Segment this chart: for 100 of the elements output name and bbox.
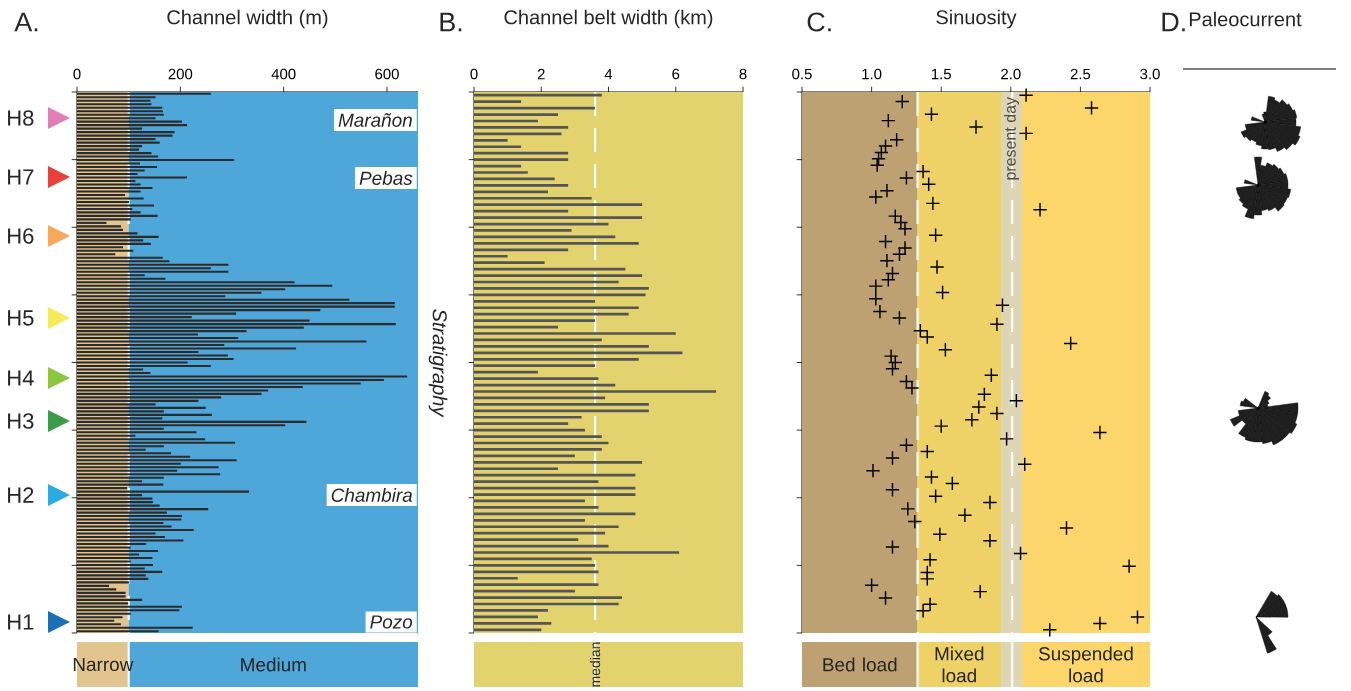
bar bbox=[77, 134, 173, 137]
bar bbox=[77, 501, 153, 504]
bar bbox=[474, 100, 522, 104]
text: H8 bbox=[8, 110, 34, 126]
bar bbox=[77, 340, 367, 343]
bar bbox=[474, 126, 569, 129]
bar bbox=[474, 621, 552, 625]
bar bbox=[77, 549, 159, 553]
bar bbox=[474, 113, 559, 116]
bar bbox=[474, 248, 569, 252]
x-tick-label: 2.0 bbox=[1001, 68, 1021, 80]
bar bbox=[77, 420, 307, 423]
bar bbox=[474, 254, 508, 258]
bar bbox=[474, 506, 599, 509]
bar bbox=[474, 216, 643, 219]
bar bbox=[474, 158, 569, 161]
x-tick-label: 0 bbox=[73, 68, 81, 80]
bar bbox=[474, 583, 599, 587]
bar bbox=[77, 106, 163, 109]
bar bbox=[474, 377, 599, 380]
x-tick-label: 1.0 bbox=[862, 68, 882, 80]
bar bbox=[77, 399, 199, 402]
x-tick-label: 8 bbox=[739, 68, 747, 80]
x-axis-title: Channel belt width (km) bbox=[504, 9, 713, 29]
bar bbox=[474, 319, 596, 322]
bar bbox=[474, 448, 602, 451]
chart-title: C. bbox=[807, 12, 831, 32]
bar bbox=[77, 518, 182, 521]
bar bbox=[77, 413, 212, 416]
bar bbox=[77, 103, 152, 106]
text: H5 bbox=[8, 310, 34, 326]
x-tick-label: 2.5 bbox=[1070, 68, 1091, 80]
bar bbox=[474, 203, 643, 207]
bar bbox=[474, 242, 639, 245]
bar bbox=[77, 323, 396, 326]
x-tick-label: 600 bbox=[375, 68, 399, 80]
bar bbox=[474, 460, 643, 464]
text: H6 bbox=[8, 228, 34, 244]
bar bbox=[474, 145, 522, 149]
bar bbox=[77, 124, 188, 127]
x-axis-title: Channel width (m) bbox=[167, 9, 328, 29]
bar bbox=[77, 302, 395, 305]
bar bbox=[77, 166, 158, 169]
bar bbox=[77, 152, 152, 155]
bar bbox=[77, 563, 153, 566]
bar bbox=[77, 459, 237, 462]
x-tick-label: 2 bbox=[537, 68, 545, 80]
bar bbox=[474, 473, 636, 477]
bar bbox=[474, 609, 548, 612]
bar bbox=[77, 131, 175, 134]
text: H1 bbox=[8, 614, 34, 630]
bar bbox=[77, 225, 121, 228]
bar bbox=[474, 525, 619, 529]
bar bbox=[77, 141, 160, 144]
annotation: Marañon bbox=[338, 113, 412, 127]
bar bbox=[474, 415, 582, 419]
bar bbox=[474, 357, 639, 361]
bar bbox=[474, 596, 622, 599]
bar bbox=[77, 291, 262, 294]
bar bbox=[77, 609, 180, 612]
bar bbox=[77, 626, 193, 629]
bar bbox=[77, 110, 163, 113]
x-tick-label: 3.0 bbox=[1140, 68, 1160, 80]
x-tick-label: 0 bbox=[470, 68, 478, 80]
bar bbox=[474, 422, 569, 426]
bar bbox=[77, 476, 164, 479]
bar bbox=[77, 577, 149, 580]
bar bbox=[77, 588, 117, 591]
bar bbox=[474, 628, 542, 632]
bar bbox=[77, 452, 172, 455]
bar bbox=[474, 190, 548, 194]
bar bbox=[77, 466, 219, 469]
text: H2 bbox=[8, 487, 34, 503]
bar bbox=[77, 263, 229, 266]
bar bbox=[474, 370, 538, 374]
bar bbox=[474, 576, 518, 580]
bar bbox=[77, 612, 131, 615]
legend-label: Suspended load bbox=[1038, 646, 1133, 683]
band-label: Medium bbox=[241, 657, 306, 672]
bar bbox=[77, 232, 138, 235]
annotation: Chambira bbox=[331, 488, 413, 502]
bar bbox=[474, 332, 676, 335]
y-axis-title: Stratigraphy bbox=[428, 309, 448, 418]
bar bbox=[77, 623, 121, 626]
band-label: Mixed load bbox=[935, 646, 984, 683]
bar bbox=[77, 92, 211, 95]
bar bbox=[474, 493, 636, 496]
bar bbox=[77, 385, 303, 388]
bar bbox=[474, 229, 572, 232]
bar bbox=[77, 337, 239, 340]
bar bbox=[474, 364, 596, 368]
x-tick-label: 6 bbox=[672, 68, 680, 80]
bar bbox=[474, 403, 649, 406]
bar bbox=[77, 598, 143, 601]
bar bbox=[474, 570, 599, 574]
bar bbox=[77, 539, 184, 542]
bar bbox=[77, 431, 197, 434]
bar bbox=[474, 151, 569, 155]
annotation: Pebas bbox=[359, 171, 413, 185]
bar bbox=[474, 306, 639, 310]
